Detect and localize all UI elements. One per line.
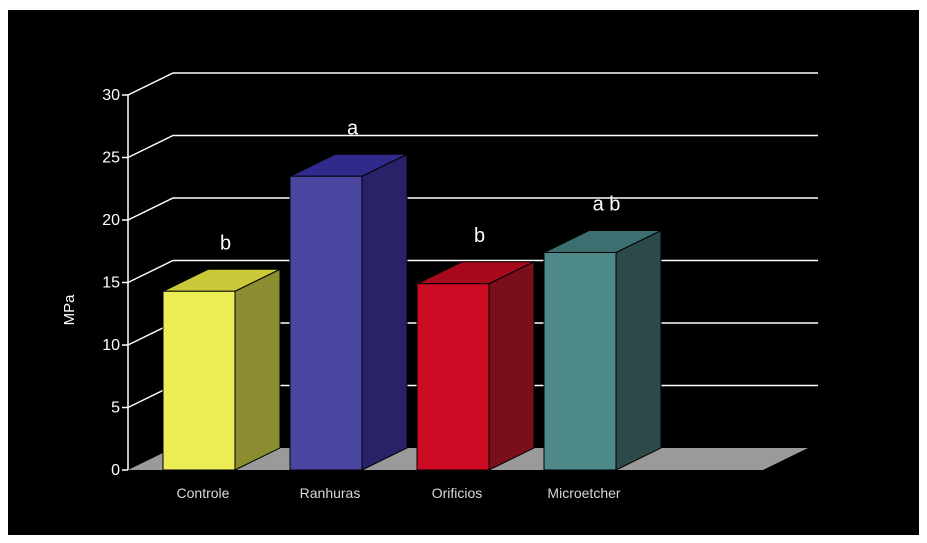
- bar-front: [543, 252, 617, 471]
- bar-side: [488, 260, 535, 471]
- x-tick-label: Controle: [177, 485, 230, 501]
- significance-label: a: [347, 117, 359, 139]
- y-axis-label: MPa: [61, 294, 78, 326]
- x-tick-label: Ranhuras: [300, 485, 361, 501]
- bar-front: [416, 283, 490, 471]
- gridline: [127, 72, 818, 96]
- y-tick-label: 25: [102, 150, 120, 167]
- bar-controle: [162, 268, 281, 471]
- gridline: [127, 134, 818, 159]
- bars: [162, 153, 662, 471]
- bar-front: [162, 290, 236, 471]
- bar-front: [289, 175, 363, 471]
- bar-side: [361, 153, 408, 471]
- bar-chart: 0 5 10 15 20 25 30 Controle b Ranhuras a Orificios…: [61, 72, 818, 501]
- bar-microetcher: [543, 229, 662, 471]
- y-tick-label: 0: [111, 462, 120, 479]
- bar-orificios: [416, 260, 535, 471]
- gridline: [127, 197, 818, 221]
- labels: Controle b Ranhuras a Orificios b Microetcher a…: [177, 117, 621, 501]
- y-tick-label: 15: [102, 275, 120, 292]
- y-tick-label: 10: [102, 337, 120, 354]
- x-tick-label: Orificios: [432, 485, 483, 501]
- bar-side: [234, 268, 281, 471]
- y-tick-label: 30: [102, 87, 120, 104]
- y-tick-label: 5: [111, 400, 120, 417]
- y-axis: 0 5 10 15 20 25 30: [102, 87, 129, 479]
- y-tick-label: 20: [102, 212, 120, 229]
- bar-side: [615, 229, 662, 471]
- significance-label: b: [220, 232, 231, 254]
- x-tick-label: Microetcher: [547, 485, 620, 501]
- significance-label: b: [474, 225, 485, 247]
- bar-ranhuras: [289, 153, 408, 471]
- chart-panel: 0 5 10 15 20 25 30 Controle b Ranhuras a Orificios…: [8, 10, 919, 535]
- significance-label: a b: [593, 194, 621, 216]
